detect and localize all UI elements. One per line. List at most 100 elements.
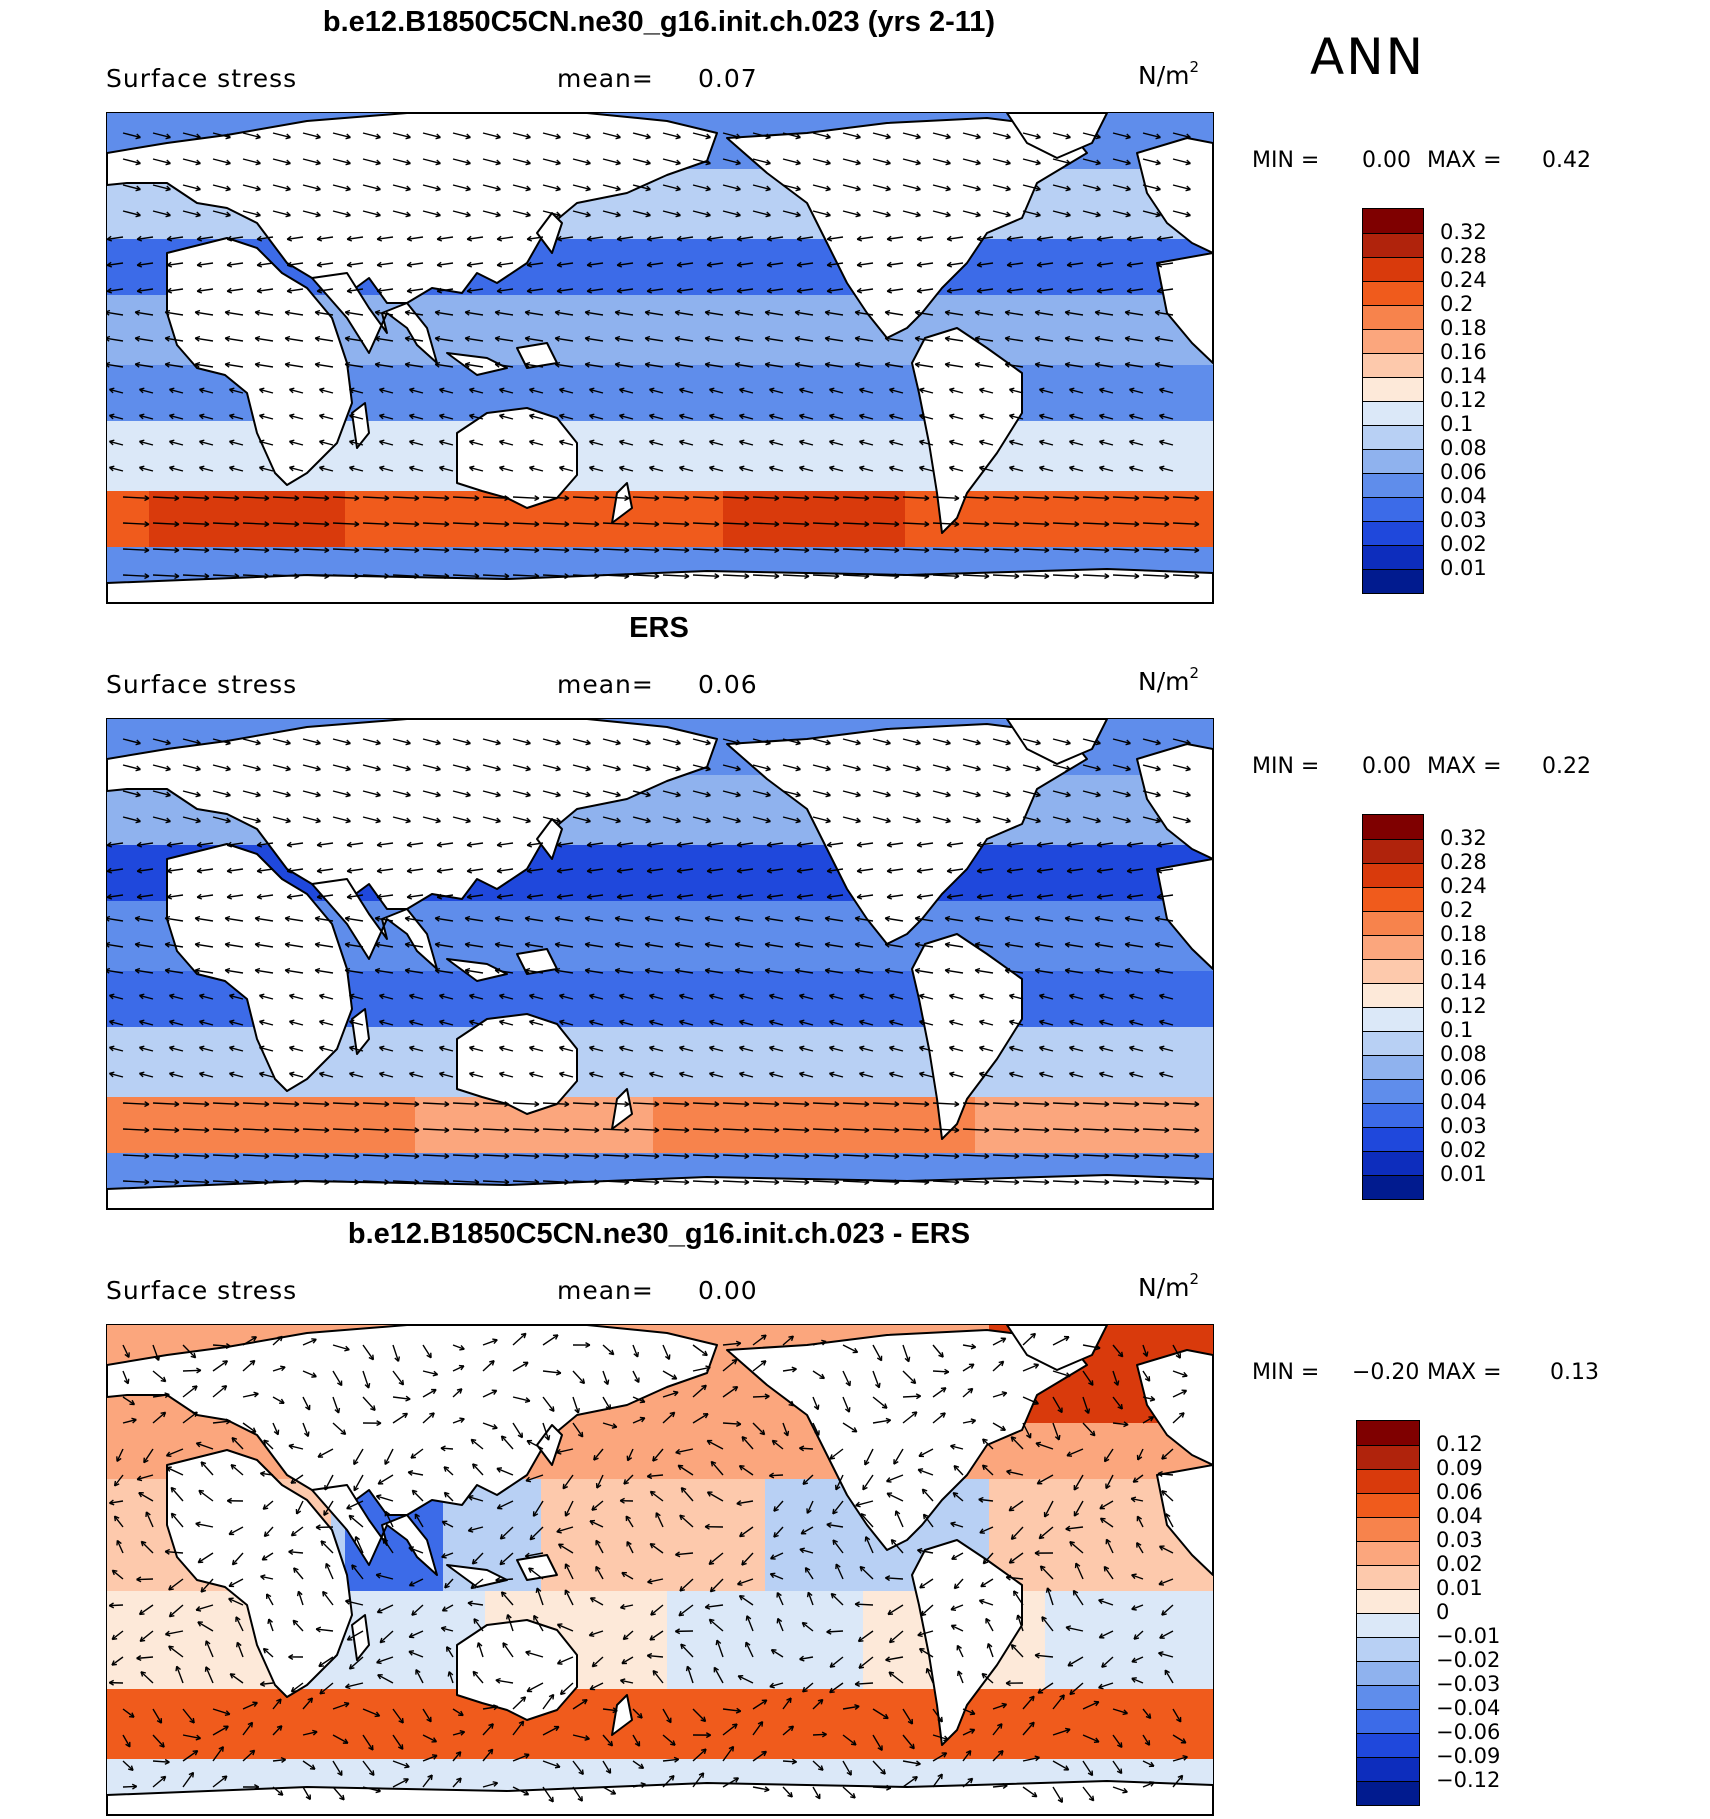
colorbar-tick-label: 0.16 (1440, 946, 1487, 970)
max-value: 0.22 (1542, 754, 1591, 779)
colorbar-swatch (1363, 959, 1423, 983)
colorbar-tick-label: 0.12 (1440, 388, 1487, 412)
colorbar-swatch (1357, 1709, 1419, 1733)
colorbar-swatch (1363, 1175, 1423, 1199)
min-label: MIN = (1252, 1360, 1320, 1385)
coastline (516, 1554, 558, 1581)
colorbar-tick-label: −0.09 (1436, 1744, 1501, 1768)
colorbar-tick-label: 0.01 (1440, 556, 1487, 580)
mean-value: 0.00 (698, 1276, 758, 1305)
coastline (311, 1484, 438, 1576)
colorbar-swatch (1363, 281, 1423, 305)
colorbar-swatch (1363, 1055, 1423, 1079)
max-value: 0.42 (1542, 148, 1591, 173)
colorbar-swatch (1363, 401, 1423, 425)
coastline (611, 1088, 633, 1130)
colorbar-tick-label: 0.18 (1440, 922, 1487, 946)
colorbar (1362, 208, 1424, 594)
colorbar-swatch (1363, 497, 1423, 521)
surface-stress-map (106, 1324, 1214, 1816)
colorbar-tick-label: 0.12 (1436, 1432, 1483, 1456)
colorbar-tick-label: −0.04 (1436, 1696, 1501, 1720)
colorbar-tick-label: 0.12 (1440, 994, 1487, 1018)
colorbar-swatch (1357, 1637, 1419, 1661)
colorbar-swatch (1357, 1661, 1419, 1685)
variable-label: Surface stress (106, 64, 298, 93)
colorbar-tick-label: −0.06 (1436, 1720, 1501, 1744)
coastline (311, 272, 438, 364)
colorbar-swatch (1357, 1757, 1419, 1781)
units-label: N/m2 (1138, 664, 1200, 696)
colorbar-swatch (1363, 1127, 1423, 1151)
colorbar-tick-label: 0.04 (1436, 1504, 1483, 1528)
surface-stress-map (106, 112, 1214, 604)
max-value: 0.13 (1550, 1360, 1599, 1385)
coastline (1136, 743, 1213, 860)
panel-title: b.e12.B1850C5CN.ne30_g16.init.ch.023 - E… (347, 1218, 971, 1250)
stress-vectors (108, 1332, 1188, 1803)
units-label: N/m2 (1138, 1270, 1200, 1302)
coastline (311, 878, 438, 970)
map-graphic (107, 1325, 1213, 1815)
colorbar (1362, 814, 1424, 1200)
colorbar-swatch (1357, 1493, 1419, 1517)
coastline (107, 113, 718, 304)
land-mask (107, 719, 1213, 1209)
surface-stress-map (106, 718, 1214, 1210)
colorbar-swatch (1363, 911, 1423, 935)
colorbar-tick-label: 0.04 (1440, 484, 1487, 508)
colorbar-tick-label: −0.03 (1436, 1672, 1501, 1696)
min-value: −0.20 (1352, 1360, 1420, 1385)
stress-vectors (107, 738, 1200, 1186)
colorbar-tick-label: 0.01 (1440, 1162, 1487, 1186)
colorbar-swatch (1363, 839, 1423, 863)
max-label: MAX = (1427, 148, 1502, 173)
colorbar-tick-label: 0.1 (1440, 1018, 1474, 1042)
coastline (726, 1329, 1088, 1551)
colorbar-tick-label: 0.02 (1436, 1552, 1483, 1576)
colorbar-swatch (1363, 449, 1423, 473)
coastline (351, 402, 370, 449)
colorbar-tick-label: 0.02 (1440, 532, 1487, 556)
colorbar-tick-label: 0.09 (1436, 1456, 1483, 1480)
colorbar-swatch (1363, 1151, 1423, 1175)
colorbar-swatch (1363, 521, 1423, 545)
colorbar-tick-label: 0.14 (1440, 364, 1487, 388)
coastline (911, 1539, 1023, 1746)
colorbar-tick-label: 0.2 (1440, 898, 1474, 922)
colorbar-swatch (1363, 425, 1423, 449)
colorbar-tick-label: −0.01 (1436, 1624, 1501, 1648)
colorbar-tick-label: 0 (1436, 1600, 1450, 1624)
coastline (1156, 252, 1213, 364)
colorbar-swatch (1363, 935, 1423, 959)
colorbar-tick-label: 0.2 (1440, 292, 1474, 316)
colorbar-swatch (1363, 257, 1423, 281)
colorbar-swatch (1357, 1565, 1419, 1589)
min-value: 0.00 (1362, 754, 1411, 779)
colorbar-tick-label: −0.12 (1436, 1768, 1501, 1792)
units-label: N/m2 (1138, 58, 1200, 90)
mean-value: 0.07 (698, 64, 758, 93)
coastline (166, 237, 353, 486)
colorbar-swatch (1357, 1445, 1419, 1469)
mean-label: mean= (557, 1276, 654, 1305)
map-graphic (107, 719, 1213, 1209)
colorbar-swatch (1363, 863, 1423, 887)
colorbar-tick-label: 0.06 (1440, 460, 1487, 484)
colorbar-swatch (1363, 545, 1423, 569)
colorbar-swatch (1363, 569, 1423, 593)
colorbar-tick-label: 0.24 (1440, 874, 1487, 898)
colorbar-tick-label: 0.32 (1440, 220, 1487, 244)
coastline (726, 117, 1088, 339)
colorbar-swatch (1363, 1079, 1423, 1103)
colorbar-tick-label: 0.06 (1440, 1066, 1487, 1090)
coastline (456, 1619, 578, 1721)
variable-label: Surface stress (106, 670, 298, 699)
colorbar-swatch (1357, 1517, 1419, 1541)
coastline (911, 933, 1023, 1140)
coastline (107, 1780, 1213, 1815)
colorbar-tick-label: 0.03 (1440, 1114, 1487, 1138)
colorbar-swatch (1357, 1421, 1419, 1445)
colorbar-swatch (1363, 209, 1423, 233)
colorbar-tick-label: 0.02 (1440, 1138, 1487, 1162)
